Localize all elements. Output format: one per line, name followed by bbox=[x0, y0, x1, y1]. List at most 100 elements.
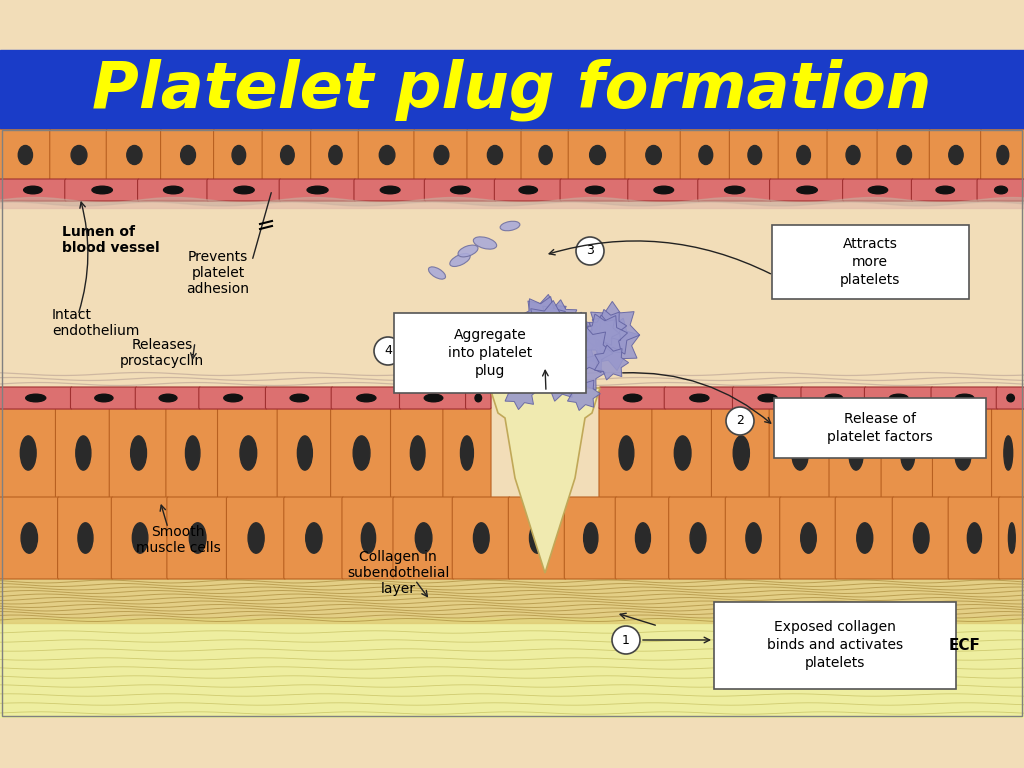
Ellipse shape bbox=[624, 394, 642, 402]
FancyBboxPatch shape bbox=[342, 497, 395, 579]
Ellipse shape bbox=[306, 523, 322, 553]
Ellipse shape bbox=[620, 436, 634, 470]
Text: Platelet plug formation: Platelet plug formation bbox=[92, 58, 932, 121]
Ellipse shape bbox=[529, 523, 545, 553]
FancyBboxPatch shape bbox=[453, 497, 510, 579]
FancyBboxPatch shape bbox=[560, 179, 630, 201]
Polygon shape bbox=[595, 345, 629, 380]
Ellipse shape bbox=[997, 145, 1009, 164]
Ellipse shape bbox=[954, 436, 972, 470]
FancyBboxPatch shape bbox=[284, 497, 344, 579]
Ellipse shape bbox=[71, 145, 87, 164]
Ellipse shape bbox=[224, 394, 243, 402]
Polygon shape bbox=[588, 315, 620, 346]
FancyBboxPatch shape bbox=[207, 179, 282, 201]
Ellipse shape bbox=[353, 436, 370, 470]
Ellipse shape bbox=[380, 186, 400, 194]
Polygon shape bbox=[520, 294, 568, 343]
FancyBboxPatch shape bbox=[110, 407, 168, 499]
Bar bbox=[0, 618, 1024, 718]
Ellipse shape bbox=[745, 523, 761, 553]
Ellipse shape bbox=[233, 186, 254, 194]
Ellipse shape bbox=[248, 523, 264, 553]
Polygon shape bbox=[588, 318, 640, 370]
Ellipse shape bbox=[18, 145, 33, 164]
Circle shape bbox=[726, 407, 754, 435]
Polygon shape bbox=[537, 300, 579, 343]
Ellipse shape bbox=[473, 523, 489, 553]
Ellipse shape bbox=[290, 394, 308, 402]
Circle shape bbox=[575, 237, 604, 265]
Ellipse shape bbox=[434, 145, 449, 164]
Polygon shape bbox=[551, 323, 600, 370]
Ellipse shape bbox=[913, 523, 929, 553]
FancyBboxPatch shape bbox=[521, 129, 570, 181]
Bar bbox=[0, 200, 1024, 208]
Polygon shape bbox=[550, 323, 584, 357]
Ellipse shape bbox=[897, 145, 911, 164]
Bar bbox=[0, 388, 490, 408]
FancyBboxPatch shape bbox=[466, 387, 490, 409]
FancyBboxPatch shape bbox=[977, 179, 1024, 201]
FancyBboxPatch shape bbox=[564, 497, 617, 579]
Ellipse shape bbox=[475, 394, 481, 402]
FancyBboxPatch shape bbox=[843, 179, 913, 201]
Circle shape bbox=[612, 626, 640, 654]
FancyBboxPatch shape bbox=[801, 387, 866, 409]
Ellipse shape bbox=[461, 436, 473, 470]
Polygon shape bbox=[549, 342, 582, 375]
Ellipse shape bbox=[424, 394, 442, 402]
Ellipse shape bbox=[356, 394, 376, 402]
FancyBboxPatch shape bbox=[770, 179, 845, 201]
FancyBboxPatch shape bbox=[262, 129, 312, 181]
Ellipse shape bbox=[451, 186, 470, 194]
Text: Attracts
more
platelets: Attracts more platelets bbox=[840, 237, 900, 287]
FancyBboxPatch shape bbox=[729, 129, 780, 181]
Ellipse shape bbox=[379, 145, 395, 164]
Ellipse shape bbox=[846, 145, 860, 164]
Ellipse shape bbox=[849, 436, 863, 470]
FancyBboxPatch shape bbox=[725, 497, 781, 579]
Text: Smooth
muscle cells: Smooth muscle cells bbox=[135, 525, 220, 555]
Ellipse shape bbox=[180, 145, 196, 164]
FancyBboxPatch shape bbox=[652, 407, 714, 499]
Ellipse shape bbox=[868, 186, 888, 194]
Ellipse shape bbox=[24, 186, 42, 194]
FancyBboxPatch shape bbox=[0, 179, 67, 201]
FancyBboxPatch shape bbox=[628, 179, 699, 201]
FancyBboxPatch shape bbox=[112, 497, 169, 579]
Ellipse shape bbox=[994, 186, 1008, 194]
Ellipse shape bbox=[900, 436, 915, 470]
FancyBboxPatch shape bbox=[161, 129, 216, 181]
FancyBboxPatch shape bbox=[394, 313, 586, 393]
Ellipse shape bbox=[127, 145, 142, 164]
FancyBboxPatch shape bbox=[0, 407, 57, 499]
Text: Intact
endothelium: Intact endothelium bbox=[52, 308, 139, 338]
Ellipse shape bbox=[590, 145, 605, 164]
Text: Prevents
platelet
adhesion: Prevents platelet adhesion bbox=[186, 250, 250, 296]
FancyBboxPatch shape bbox=[625, 129, 682, 181]
Ellipse shape bbox=[690, 523, 706, 553]
Ellipse shape bbox=[132, 523, 147, 553]
Ellipse shape bbox=[500, 221, 520, 230]
Ellipse shape bbox=[95, 394, 113, 402]
Ellipse shape bbox=[232, 145, 246, 164]
FancyBboxPatch shape bbox=[998, 497, 1024, 579]
FancyBboxPatch shape bbox=[135, 387, 201, 409]
FancyBboxPatch shape bbox=[712, 407, 771, 499]
Text: ECF: ECF bbox=[948, 637, 980, 653]
Ellipse shape bbox=[20, 436, 36, 470]
Ellipse shape bbox=[411, 436, 425, 470]
Ellipse shape bbox=[76, 436, 91, 470]
FancyBboxPatch shape bbox=[226, 497, 286, 579]
FancyBboxPatch shape bbox=[199, 387, 267, 409]
Ellipse shape bbox=[949, 145, 964, 164]
FancyBboxPatch shape bbox=[71, 387, 137, 409]
Polygon shape bbox=[581, 314, 628, 360]
FancyBboxPatch shape bbox=[414, 129, 469, 181]
Ellipse shape bbox=[428, 266, 445, 279]
Ellipse shape bbox=[675, 436, 691, 470]
Text: 3: 3 bbox=[586, 244, 594, 257]
FancyBboxPatch shape bbox=[864, 387, 933, 409]
FancyBboxPatch shape bbox=[769, 407, 831, 499]
